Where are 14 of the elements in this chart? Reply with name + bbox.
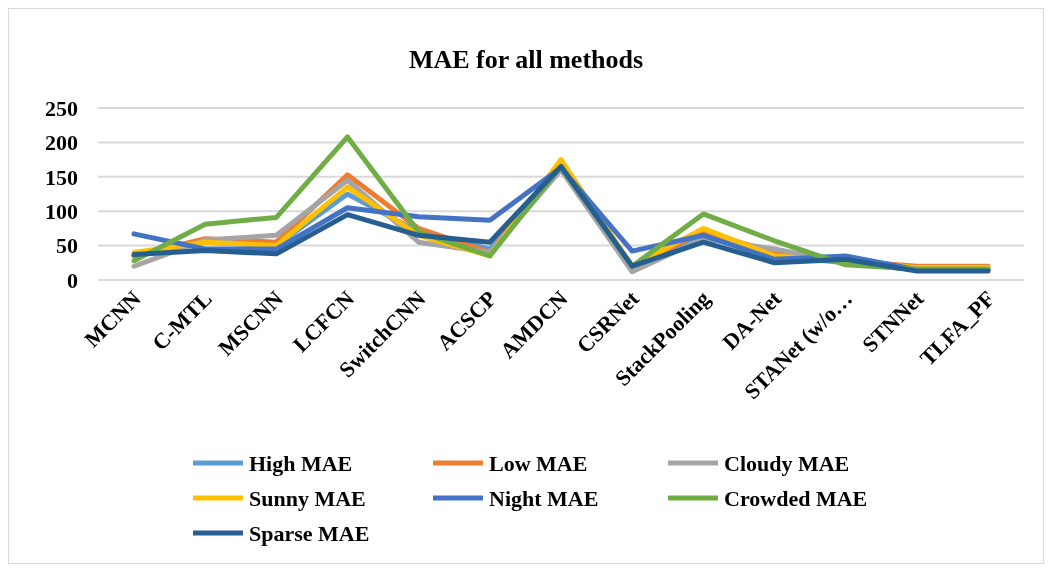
y-tick-label: 200 — [45, 130, 78, 156]
y-tick-label: 150 — [45, 164, 78, 190]
y-tick-label: 100 — [45, 198, 78, 224]
y-tick-label: 50 — [56, 233, 78, 259]
y-tick-label: 250 — [45, 95, 78, 121]
y-tick-label: 0 — [67, 267, 78, 293]
legend-label: Crowded MAE — [724, 485, 868, 511]
chart-title: MAE for all methods — [408, 45, 644, 74]
legend-label: Low MAE — [489, 450, 588, 476]
legend-label: Cloudy MAE — [724, 450, 850, 476]
legend-label: Sunny MAE — [249, 485, 366, 511]
legend-label: High MAE — [249, 450, 353, 476]
legend-label: Night MAE — [489, 485, 599, 511]
legend-label: Sparse MAE — [249, 520, 370, 546]
